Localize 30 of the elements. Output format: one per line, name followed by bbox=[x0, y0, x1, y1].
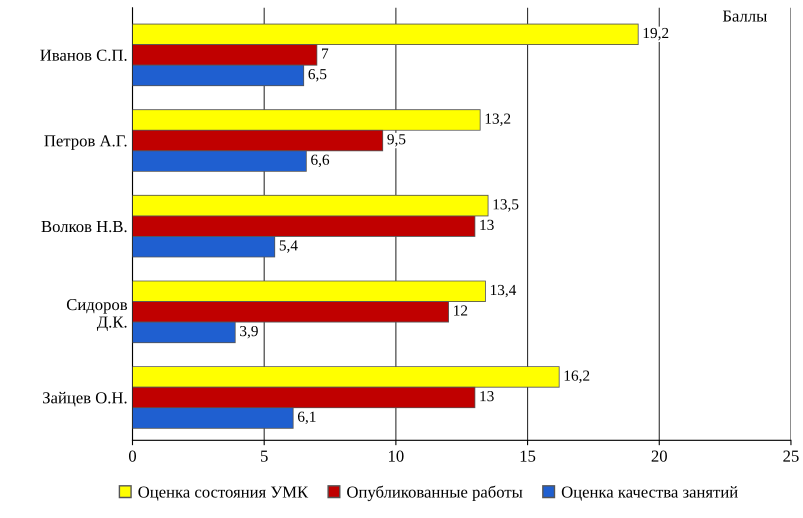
data-label: 13,2 bbox=[486, 114, 510, 126]
data-label: 19,2 bbox=[644, 28, 668, 40]
x-tick-label: 0 bbox=[128, 450, 136, 462]
data-label: 13,5 bbox=[494, 199, 518, 212]
data-label: 13 bbox=[480, 391, 494, 402]
y-tick-label: Иванов С.П. bbox=[40, 50, 127, 61]
y-tick-label: Зайцев О.Н. bbox=[42, 392, 127, 406]
y-tick-label: Сидоров Д.К. bbox=[66, 299, 128, 332]
data-label: 6,5 bbox=[308, 68, 326, 82]
annotation: Баллы bbox=[722, 10, 767, 22]
legend-label: Оценка состояния УМК bbox=[138, 486, 308, 501]
data-label: 3,9 bbox=[240, 326, 258, 338]
data-label: 16,2 bbox=[564, 370, 590, 383]
data-label: 7 bbox=[322, 48, 328, 59]
x-tick-label: 10 bbox=[389, 450, 404, 462]
data-label: 6,1 bbox=[298, 412, 316, 424]
data-label: 6,6 bbox=[311, 154, 330, 168]
data-label: 9,5 bbox=[387, 134, 406, 147]
data-label: 12 bbox=[454, 305, 468, 316]
data-label: 13,4 bbox=[490, 284, 516, 298]
legend-label: Опубликованные работы bbox=[347, 486, 522, 502]
x-tick-label: 15 bbox=[520, 450, 536, 462]
x-tick-label: 25 bbox=[783, 450, 799, 462]
data-label: 5,4 bbox=[280, 240, 298, 253]
x-tick-label: 20 bbox=[652, 450, 667, 462]
x-tick-label: 5 bbox=[260, 450, 268, 462]
y-tick-label: Петров А.Г. bbox=[44, 135, 127, 150]
legend-label: Оценка качества занятий bbox=[562, 486, 738, 501]
y-tick-label: Волков Н.В. bbox=[41, 221, 127, 232]
data-label: 13 bbox=[480, 220, 494, 230]
